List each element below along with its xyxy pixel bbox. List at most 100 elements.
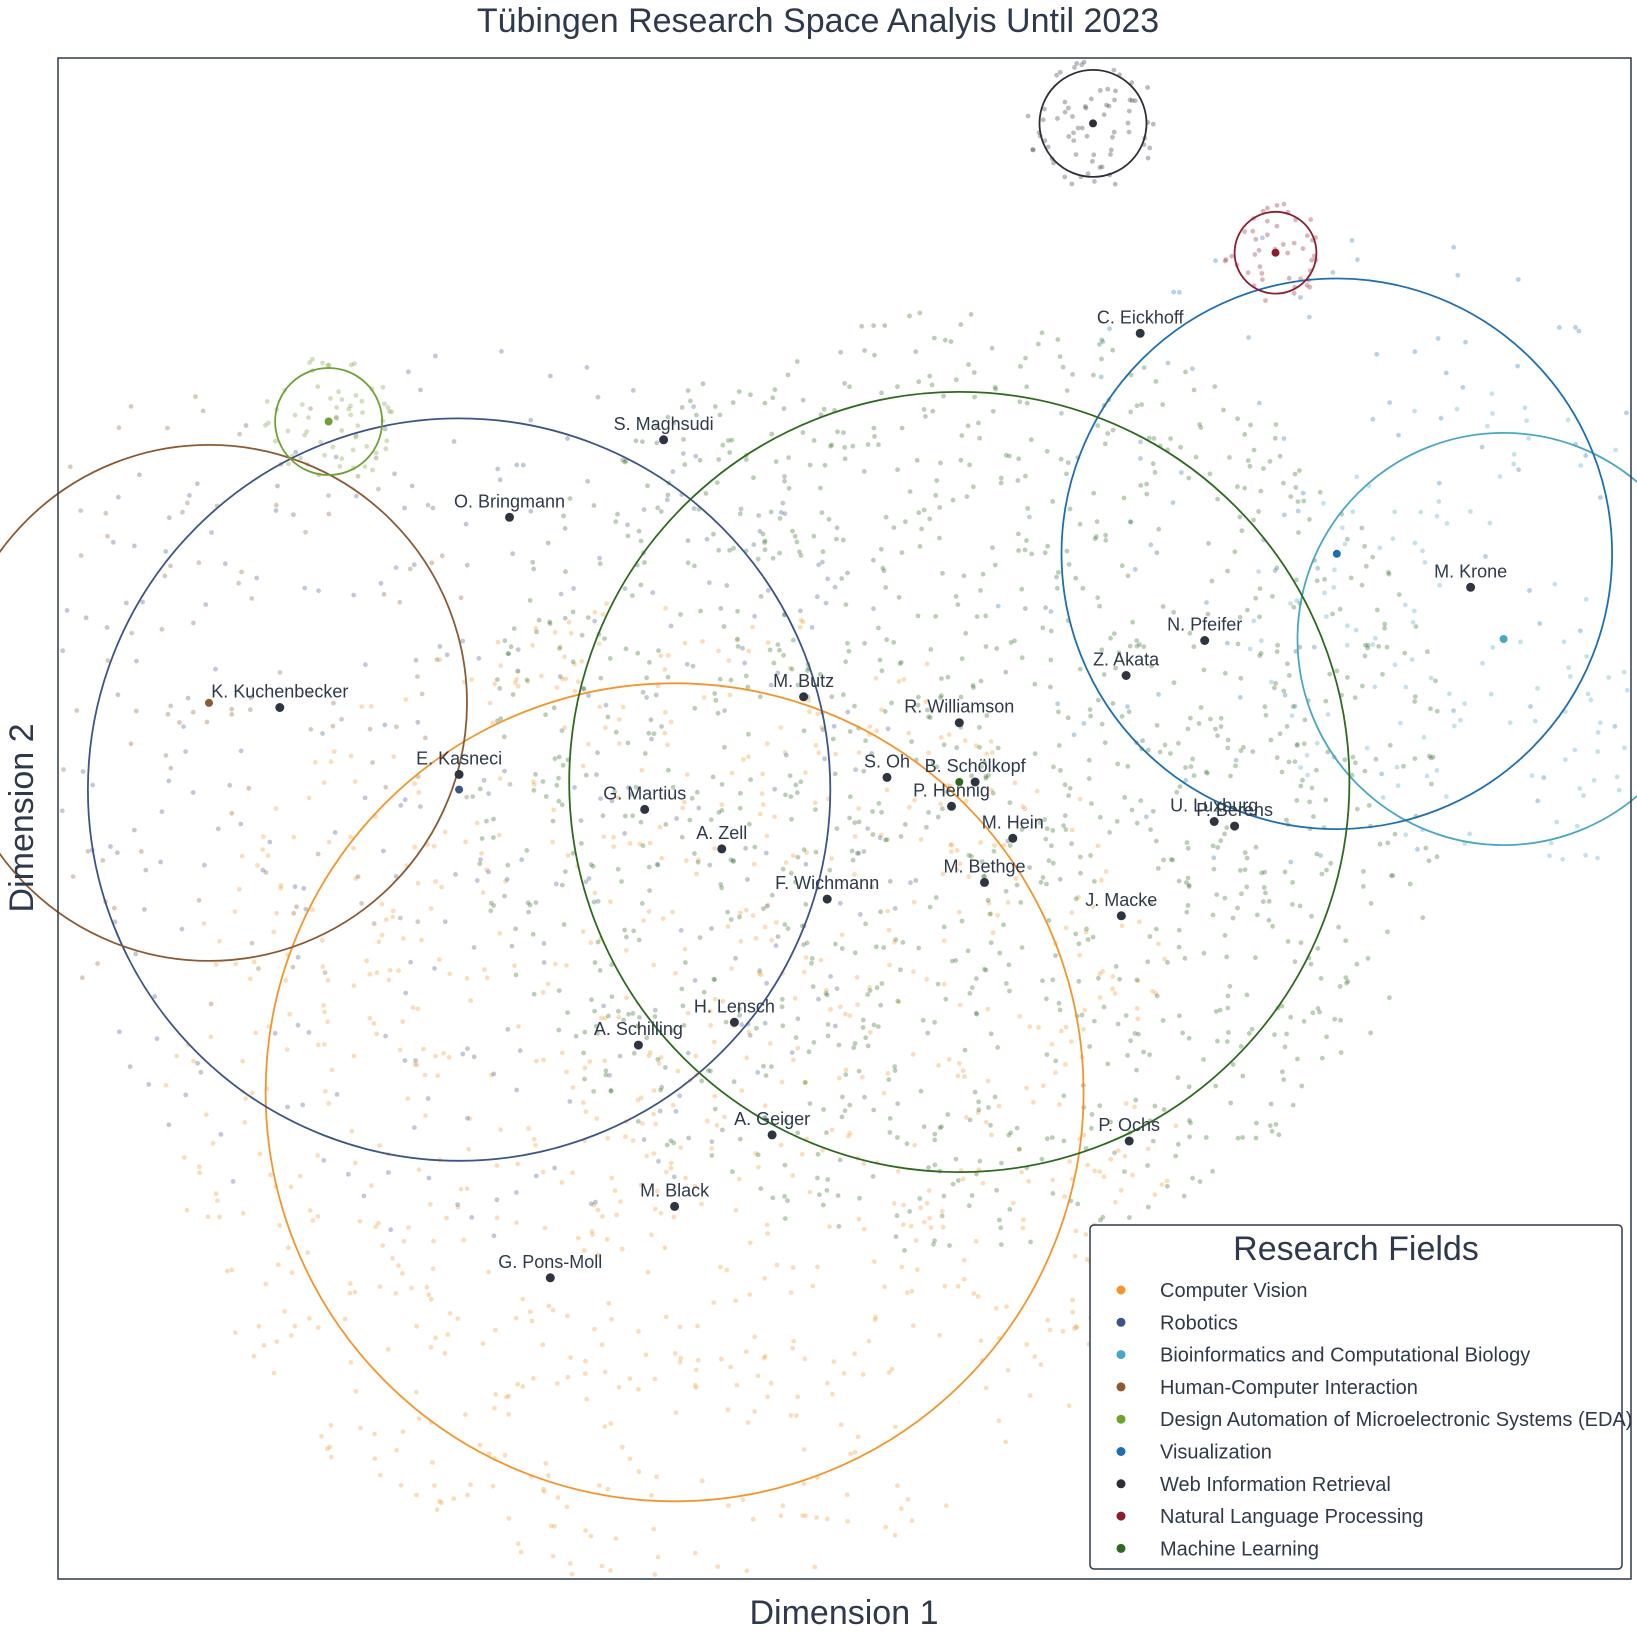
- paper-dot-cv: [493, 1392, 499, 1397]
- paper-dot-ml: [927, 516, 933, 522]
- paper-dot-ml: [1224, 954, 1230, 960]
- paper-dot-cv: [243, 1096, 249, 1101]
- paper-dot-cv: [638, 1182, 644, 1188]
- paper-dot-cv: [580, 763, 586, 769]
- paper-dot-hci: [185, 500, 190, 506]
- paper-dot-cv: [818, 957, 824, 963]
- paper-dot-vis: [1349, 238, 1355, 243]
- paper-dot-rob: [588, 1201, 594, 1207]
- paper-dot-ml: [1086, 776, 1092, 781]
- paper-dot-cv: [881, 1090, 887, 1096]
- paper-dot-ml: [790, 528, 795, 534]
- paper-dot-ml: [658, 509, 664, 514]
- paper-dot-ml: [939, 1124, 944, 1129]
- paper-dot-bio: [1488, 691, 1494, 697]
- paper-dot-cv: [398, 1482, 404, 1488]
- paper-dot-cv: [707, 1008, 713, 1014]
- paper-dot-rob: [90, 782, 96, 788]
- paper-dot-ml: [665, 767, 671, 773]
- paper-dot-cv: [795, 1045, 801, 1051]
- paper-dot-cv: [271, 1370, 277, 1376]
- paper-dot-cv: [465, 1492, 470, 1498]
- paper-dot-ml: [550, 818, 556, 824]
- paper-dot-cv: [1024, 1085, 1029, 1091]
- paper-dot-cv: [310, 907, 315, 912]
- paper-dot-cv: [257, 1151, 263, 1157]
- paper-dot-rob: [834, 986, 840, 992]
- paper-dot-ml: [1198, 425, 1204, 430]
- paper-dot-cv: [600, 612, 606, 617]
- paper-dot-ml: [1352, 695, 1358, 701]
- paper-dot-hci: [355, 874, 361, 879]
- paper-dot-cv: [1020, 1225, 1026, 1231]
- paper-dot-ml: [1300, 777, 1305, 783]
- paper-dot-cv: [261, 1342, 267, 1348]
- paper-dot-ml: [1268, 1101, 1274, 1107]
- paper-dot-cv: [656, 1061, 662, 1066]
- paper-dot-ml: [585, 615, 591, 620]
- paper-dot-cv: [984, 751, 990, 757]
- paper-dot-ml: [1359, 582, 1365, 588]
- paper-dot-cv: [484, 867, 489, 872]
- paper-dot-vis: [1479, 444, 1485, 450]
- paper-dot-ml: [1235, 484, 1240, 490]
- paper-dot-ml: [955, 602, 961, 608]
- paper-dot-rob: [486, 869, 491, 875]
- paper-dot-ml: [561, 922, 567, 927]
- paper-dot-ml: [556, 754, 562, 760]
- paper-dot-cv: [861, 1161, 867, 1167]
- paper-dot-cv: [287, 1011, 293, 1017]
- paper-dot-cv: [513, 1315, 519, 1321]
- paper-dot-cv: [715, 1564, 721, 1570]
- paper-dot-ml: [829, 442, 835, 448]
- paper-dot-ml: [619, 879, 624, 884]
- paper-dot-ml: [648, 717, 654, 723]
- paper-dot-ml: [887, 878, 893, 884]
- paper-dot-ml: [1197, 422, 1202, 427]
- paper-dot-ml: [797, 549, 802, 555]
- paper-dot-ml: [974, 1171, 979, 1177]
- paper-dot-rob: [451, 439, 457, 444]
- paper-dot-ml: [870, 832, 876, 837]
- paper-dot-ml: [697, 935, 703, 940]
- paper-dot-ml: [1237, 614, 1243, 620]
- paper-dot-ml: [1325, 749, 1331, 755]
- paper-dot-ml: [1062, 813, 1068, 819]
- paper-dot-rob: [763, 850, 769, 856]
- paper-dot-cv: [552, 629, 558, 635]
- paper-dot-rob: [464, 562, 470, 568]
- paper-dot-ml: [781, 406, 787, 411]
- paper-dot-cv: [463, 839, 468, 845]
- paper-dot-rob: [593, 1199, 598, 1205]
- paper-dot-cv: [802, 1080, 808, 1086]
- paper-dot-ml: [895, 998, 901, 1004]
- paper-dot-cv: [887, 962, 892, 968]
- paper-dot-ml: [916, 694, 921, 700]
- paper-dot-cv: [892, 1532, 898, 1538]
- paper-dot-ml: [1056, 570, 1061, 575]
- paper-dot-cv: [831, 1359, 837, 1365]
- paper-dot-ml: [1090, 934, 1096, 940]
- paper-dot-cv: [265, 853, 271, 859]
- paper-dot-rob: [739, 1022, 745, 1028]
- paper-dot-cv: [1119, 923, 1125, 929]
- paper-dot-ml: [1079, 1012, 1085, 1018]
- paper-dot-ml: [932, 1162, 938, 1168]
- paper-dot-hci: [273, 502, 279, 508]
- paper-dot-ml: [1037, 820, 1043, 825]
- paper-dot-ml: [998, 475, 1004, 481]
- paper-dot-ml: [729, 437, 735, 443]
- paper-dot-ml: [1057, 1007, 1063, 1013]
- paper-dot-ml: [491, 903, 497, 908]
- paper-dot-cv: [372, 1431, 377, 1437]
- paper-dot-eda: [263, 422, 268, 428]
- paper-dot-bio: [1364, 745, 1370, 751]
- paper-dot-bio: [1583, 852, 1588, 858]
- paper-dot-cv: [611, 844, 617, 850]
- paper-dot-ml: [820, 1202, 826, 1208]
- paper-dot-cv: [810, 1283, 816, 1289]
- paper-dot-cv: [942, 1283, 948, 1289]
- paper-dot-rob: [586, 876, 592, 881]
- paper-dot-ml: [1141, 644, 1147, 649]
- legend-title: Research Fields: [1233, 1230, 1479, 1268]
